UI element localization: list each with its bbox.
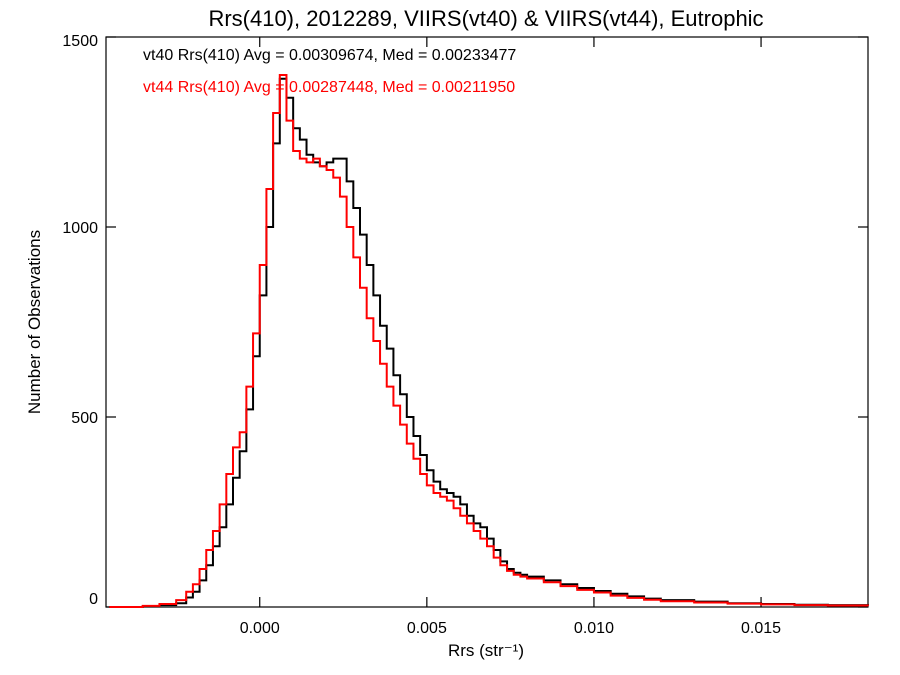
legend-item-vt44: vt44 Rrs(410) Avg = 0.00287448, Med = 0.… xyxy=(143,79,515,96)
x-tick-label: 0.010 xyxy=(574,620,614,637)
series-vt40-histogram xyxy=(109,77,869,608)
y-tick-label: 0 xyxy=(89,591,98,608)
series-vt44-histogram xyxy=(109,74,869,608)
series-layer xyxy=(109,74,869,608)
x-tick-label: 0.015 xyxy=(741,620,781,637)
legend: vt40 Rrs(410) Avg = 0.00309674, Med = 0.… xyxy=(143,47,516,96)
chart-title: Rrs(410), 2012289, VIIRS(vt40) & VIIRS(v… xyxy=(208,6,763,31)
y-tick-label: 1500 xyxy=(62,33,98,50)
x-tick-label: 0.000 xyxy=(240,620,280,637)
y-tick-label: 1000 xyxy=(62,220,98,237)
y-tick-label: 500 xyxy=(71,410,98,427)
x-axis-label: Rrs (str⁻¹) xyxy=(448,641,524,660)
plot-frame xyxy=(105,36,869,608)
plot-area xyxy=(105,36,869,608)
x-axis: 0.000 0.005 0.010 0.015 xyxy=(240,37,781,637)
y-axis: 0 500 1000 1500 xyxy=(62,33,868,608)
y-axis-label: Number of Observations xyxy=(25,230,44,414)
legend-item-vt40: vt40 Rrs(410) Avg = 0.00309674, Med = 0.… xyxy=(143,47,516,64)
x-tick-label: 0.005 xyxy=(407,620,447,637)
